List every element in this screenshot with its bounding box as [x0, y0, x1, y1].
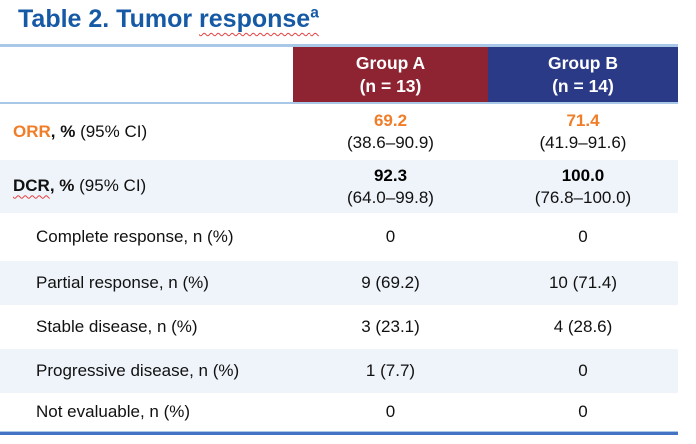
row-label-dcr-ci: (95% CI)	[74, 176, 147, 196]
progressive-disease-group-b-main: 0	[578, 361, 588, 381]
partial-response-group-a-value: 9 (69.2)	[293, 272, 488, 294]
row-label-not-evaluable-text: Not evaluable, n (%)	[36, 401, 191, 421]
group-b-n: (n = 14)	[552, 75, 614, 96]
row-label-progressive-disease: Progressive disease, n (%)	[0, 361, 293, 381]
row-label-not-evaluable: Not evaluable, n (%)	[0, 402, 293, 422]
orr-group-b-ci: (41.9–91.6)	[539, 133, 627, 152]
group-a-n: (n = 13)	[359, 75, 422, 96]
dcr-group-a-ci: (64.0–99.8)	[347, 187, 434, 207]
table-row-not-evaluable: Not evaluable, n (%) 0 0	[0, 393, 678, 431]
row-label-stable-disease: Stable disease, n (%)	[0, 317, 293, 337]
table-row-progressive-disease: Progressive disease, n (%) 1 (7.7) 0	[0, 349, 678, 393]
group-a-header: Group A (n = 13)	[293, 47, 488, 102]
group-b-header: Group B (n = 14)	[488, 47, 678, 102]
row-label-orr-acronym: ORR	[13, 121, 51, 141]
table-row-complete-response: Complete response, n (%) 0 0	[0, 213, 678, 261]
complete-response-group-a-main: 0	[385, 227, 396, 247]
title-misspelled-word: responsea	[199, 5, 319, 33]
row-label-stable-disease-text: Stable disease, n (%)	[36, 316, 198, 336]
row-label-complete-response-text: Complete response, n (%)	[36, 226, 234, 246]
group-a-name: Group A	[355, 52, 426, 73]
row-label-dcr-acronym: DCR	[13, 176, 50, 196]
row-label-complete-response: Complete response, n (%)	[0, 227, 293, 247]
partial-response-group-b-value: 10 (71.4)	[488, 272, 678, 294]
page-title: Table 2. Tumor responsea	[0, 0, 696, 44]
tumor-response-table: Group A (n = 13) Group B (n = 14) ORR, %…	[0, 47, 678, 435]
row-label-dcr: DCR, % (95% CI)	[0, 176, 293, 196]
orr-group-a-main: 69.2	[373, 111, 408, 131]
orr-group-a-value: 69.2 (38.6–90.9)	[293, 110, 488, 154]
dcr-group-b-ci: (76.8–100.0)	[534, 187, 632, 207]
table-row-dcr: DCR, % (95% CI) 92.3 (64.0–99.8) 100.0 (…	[0, 160, 678, 213]
row-label-orr-ci: (95% CI)	[75, 121, 148, 141]
not-evaluable-group-b-main: 0	[578, 402, 588, 422]
title-text: Table 2. Tumor	[18, 5, 200, 33]
row-label-partial-response-text: Partial response, n (%)	[36, 272, 209, 292]
table-row-stable-disease: Stable disease, n (%) 3 (23.1) 4 (28.6)	[0, 305, 678, 349]
row-label-progressive-disease-text: Progressive disease, n (%)	[36, 360, 240, 380]
row-label-orr-unit: , %	[50, 121, 76, 141]
partial-response-group-b-main: 10 (71.4)	[548, 273, 618, 293]
progressive-disease-group-b-value: 0	[488, 360, 678, 382]
stable-disease-group-a-value: 3 (23.1)	[293, 316, 488, 338]
dcr-group-a-main: 92.3	[373, 165, 408, 185]
title-divider-rule	[0, 44, 678, 47]
not-evaluable-group-b-value: 0	[488, 401, 678, 423]
orr-group-a-ci: (38.6–90.9)	[347, 133, 434, 152]
row-label-orr: ORR, % (95% CI)	[0, 122, 293, 142]
dcr-group-b-main: 100.0	[561, 165, 605, 185]
row-label-dcr-unit: , %	[49, 176, 75, 196]
partial-response-group-a-main: 9 (69.2)	[361, 273, 420, 293]
progressive-disease-group-a-value: 1 (7.7)	[293, 360, 488, 382]
table-header-row: Group A (n = 13) Group B (n = 14)	[0, 47, 678, 104]
orr-group-b-main: 71.4	[566, 111, 600, 131]
row-label-partial-response: Partial response, n (%)	[0, 273, 293, 293]
complete-response-group-b-value: 0	[488, 226, 678, 248]
title-footnote-superscript: a	[310, 4, 319, 22]
group-b-name: Group B	[548, 52, 618, 73]
table-bottom-border	[0, 431, 678, 435]
complete-response-group-a-value: 0	[293, 226, 488, 248]
dcr-group-b-value: 100.0 (76.8–100.0)	[488, 165, 678, 209]
stable-disease-group-b-value: 4 (28.6)	[488, 316, 678, 338]
dcr-group-a-value: 92.3 (64.0–99.8)	[293, 165, 488, 209]
stable-disease-group-a-main: 3 (23.1)	[361, 317, 420, 337]
not-evaluable-group-a-main: 0	[385, 402, 396, 422]
not-evaluable-group-a-value: 0	[293, 401, 488, 423]
table-row-orr: ORR, % (95% CI) 69.2 (38.6–90.9) 71.4 (4…	[0, 104, 678, 160]
table-row-partial-response: Partial response, n (%) 9 (69.2) 10 (71.…	[0, 261, 678, 305]
progressive-disease-group-a-main: 1 (7.7)	[365, 361, 416, 381]
stable-disease-group-b-main: 4 (28.6)	[553, 317, 613, 337]
orr-group-b-value: 71.4 (41.9–91.6)	[488, 110, 678, 154]
title-misspelled-text: response	[199, 5, 311, 33]
complete-response-group-b-main: 0	[578, 227, 588, 247]
